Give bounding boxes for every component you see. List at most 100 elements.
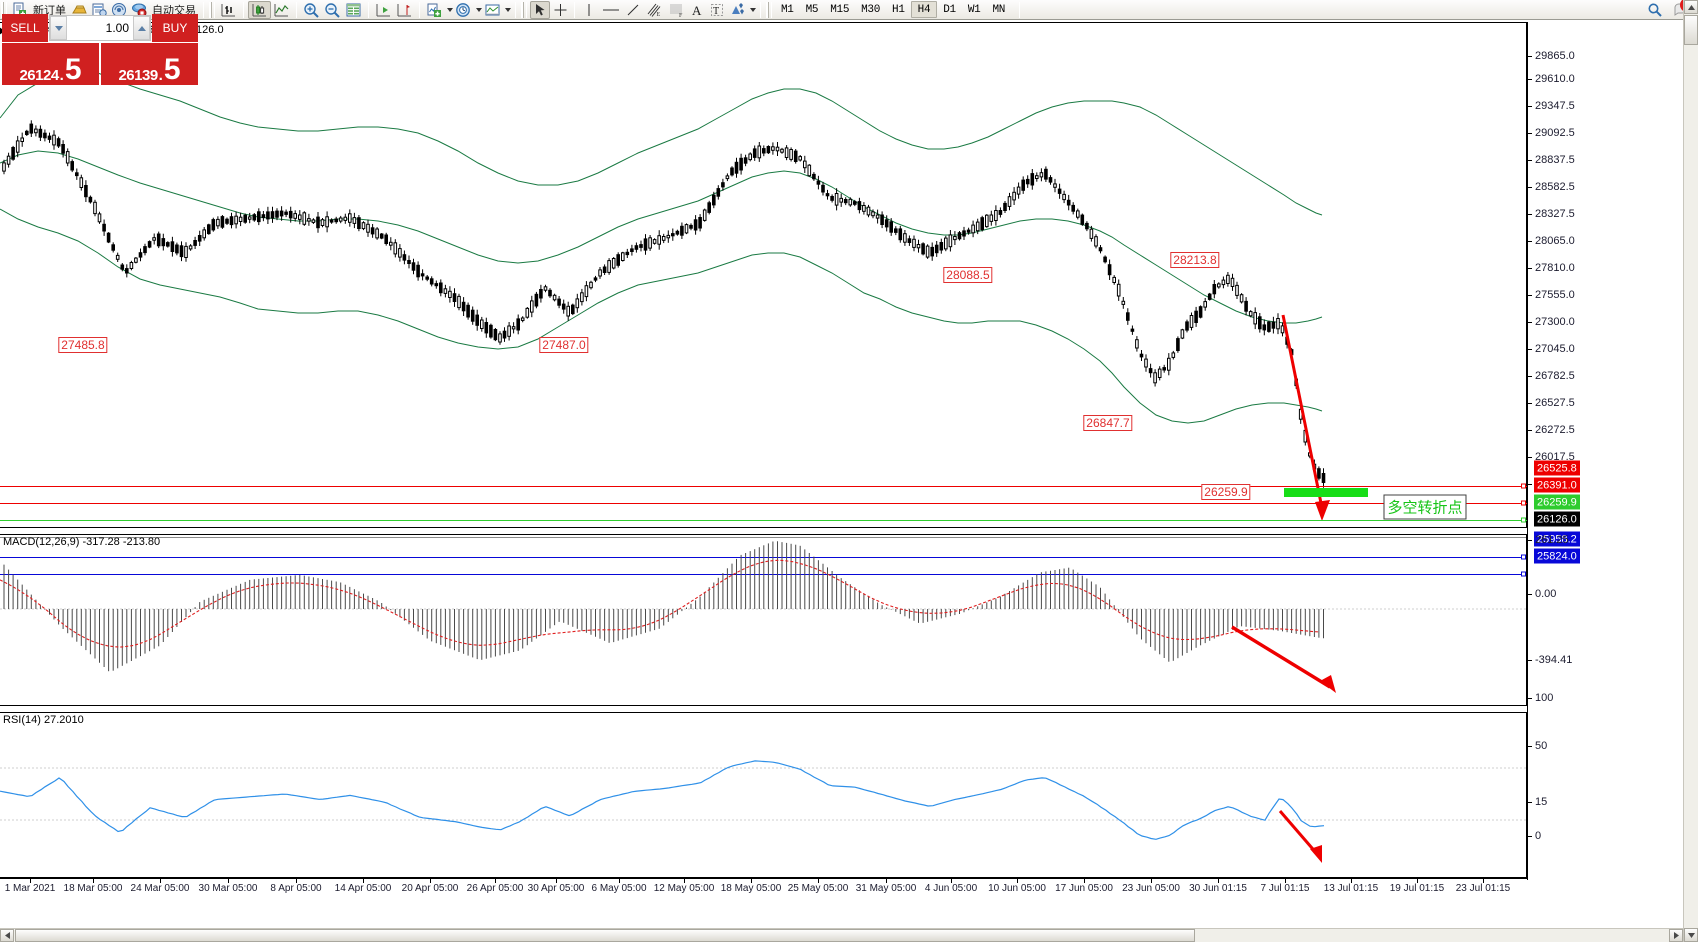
price-level-tag[interactable]: 26391.0 [1534,477,1580,493]
price-axis-label: 28837.5 [1535,154,1575,166]
vline-icon[interactable] [579,1,599,19]
auto-scroll-icon[interactable] [373,1,394,19]
price-level-handle[interactable] [1521,517,1526,523]
price-axis-label: 29092.5 [1535,127,1575,139]
time-axis[interactable]: 1 Mar 2021 18 Mar 05:00 24 Mar 05:00 30 Mar… [0,878,1527,918]
new-order-label[interactable]: 新订单 [33,4,66,17]
volume-stepper[interactable]: 1.00 [49,15,151,41]
equidistant-channel-icon[interactable]: E [643,1,665,19]
rsi-pane[interactable]: RSI(14) 27.2010 [0,712,1527,878]
timeframe-h4-button[interactable]: H4 [910,1,938,18]
hline-icon[interactable] [599,1,623,19]
templates-icon[interactable] [482,1,503,19]
candlestick-icon[interactable] [248,0,271,19]
timeframe-m15-button[interactable]: M15 [830,3,850,16]
timeframe-d1-button[interactable]: D1 [943,3,956,16]
zoom-in-icon[interactable] [301,1,322,19]
price-level-handle[interactable] [1521,554,1526,560]
chart-price-annotation[interactable]: 26847.7 [1083,415,1133,431]
timeframe-mn-button[interactable]: MN [992,3,1006,16]
text-icon[interactable]: A [687,1,707,19]
price-axis-tick [1528,241,1532,242]
macd-pane[interactable]: MACD(12,26,9) -317.28 -213.80 [0,534,1527,706]
chart-note[interactable]: 多空转折点 [1383,494,1467,520]
price-axis[interactable]: 29865.0 29610.0 29347.5 29092.5 28837.5 28582… [1527,22,1698,880]
timeframe-m5-button[interactable]: M5 [805,3,819,16]
vertical-scrollbar-thumb[interactable] [1684,15,1698,45]
trendline-icon[interactable] [623,1,643,19]
scroll-right-button[interactable] [1669,929,1683,942]
gold-bar-icon[interactable] [69,1,89,19]
indicators-icon[interactable] [424,1,445,19]
toolbar-grip[interactable] [1,1,7,18]
price-level-line [0,537,1527,538]
text-label-icon[interactable]: T [707,1,727,19]
price-level-tag[interactable]: 25824.0 [1534,548,1580,564]
timeframe-w1-button[interactable]: W1 [967,3,981,16]
shapes-dropdown-caret[interactable] [750,7,756,12]
vertical-scrollbar[interactable] [1683,0,1698,942]
price-level-tag[interactable]: 25958.2 [1534,531,1580,547]
price-axis-tick [1528,322,1532,323]
timeframe-h1-button[interactable]: H1 [892,3,905,16]
time-axis-label: 13 Jul 01:15 [1323,883,1379,894]
period-icon[interactable] [453,1,474,19]
price-series-plot [0,70,1368,521]
period-dropdown-caret[interactable] [476,7,482,12]
search-icon[interactable] [1645,1,1665,19]
scroll-up-button[interactable] [1684,0,1698,14]
sell-button[interactable]: SELL [2,14,48,42]
sell-price[interactable]: 26124 . 5 [2,43,99,85]
chart-window[interactable]: HK50-,H4 26523.0 26537.0 26107.5 26126.0… [0,20,1698,942]
auto-trading-icon[interactable] [129,1,149,19]
volume-increase-button[interactable] [133,16,150,40]
toolbar-grip-4[interactable] [766,1,772,18]
price-axis-tick [1528,214,1532,215]
chart-price-annotation[interactable]: 28213.8 [1170,252,1220,268]
chart-price-annotation[interactable]: 26259.9 [1201,484,1251,500]
volume-decrease-button[interactable] [50,16,67,40]
price-level-tag[interactable]: 26525.8 [1534,460,1580,476]
buy-price[interactable]: 26139 . 5 [101,43,198,85]
time-axis-label: 31 May 05:00 [855,883,917,894]
cursor-icon[interactable] [530,0,550,19]
price-level-handle[interactable] [1521,571,1526,577]
price-level-line [0,520,1527,521]
price-axis-label: 26272.5 [1535,424,1575,436]
price-level-tag[interactable]: 26259.9 [1534,494,1580,510]
time-axis-label: 23 Jun 05:00 [1122,883,1180,894]
timeframe-m30-button[interactable]: M30 [861,3,881,16]
price-axis-label: 27555.0 [1535,289,1575,301]
chart-shift-icon[interactable] [394,1,415,19]
one-click-trading-panel[interactable]: SELL 1.00 BUY 26124 . 5 26139 . 5 [2,14,198,88]
chart-price-annotation[interactable]: 27487.0 [539,337,589,353]
price-pane[interactable] [0,22,1527,528]
crosshair-icon[interactable] [550,1,570,19]
toolbar-grip-3[interactable] [521,1,527,18]
zoom-out-icon[interactable] [322,1,343,19]
horizontal-scrollbar[interactable] [0,928,1683,942]
timeframe-m1-button[interactable]: M1 [781,3,794,16]
indicators-dropdown-caret[interactable] [447,7,453,12]
scroll-down-button[interactable] [1684,928,1698,942]
price-axis-label: 26527.5 [1535,397,1575,409]
chart-price-annotation[interactable]: 27485.8 [58,337,108,353]
scroll-left-button[interactable] [0,929,14,942]
buy-button[interactable]: BUY [152,14,198,42]
horizontal-scrollbar-thumb[interactable] [15,929,1195,942]
line-chart-icon[interactable] [271,1,292,19]
templates-dropdown-caret[interactable] [505,7,511,12]
time-axis-label: 19 Jul 01:15 [1389,883,1445,894]
price-level-handle[interactable] [1521,500,1526,506]
price-level-tag[interactable]: 26126.0 [1534,511,1580,527]
price-level-handle[interactable] [1521,483,1526,489]
toolbar-grip-2[interactable] [209,1,215,18]
chart-price-annotation[interactable]: 28088.5 [943,267,993,283]
auto-trading-label[interactable]: 自动交易 [152,4,196,17]
price-axis-tick [1528,79,1532,80]
fibonacci-icon[interactable]: F [665,1,687,19]
volume-input[interactable]: 1.00 [67,16,133,40]
shapes-icon[interactable] [727,1,748,19]
bar-chart-icon[interactable] [218,1,239,19]
data-window-icon[interactable] [343,1,364,19]
